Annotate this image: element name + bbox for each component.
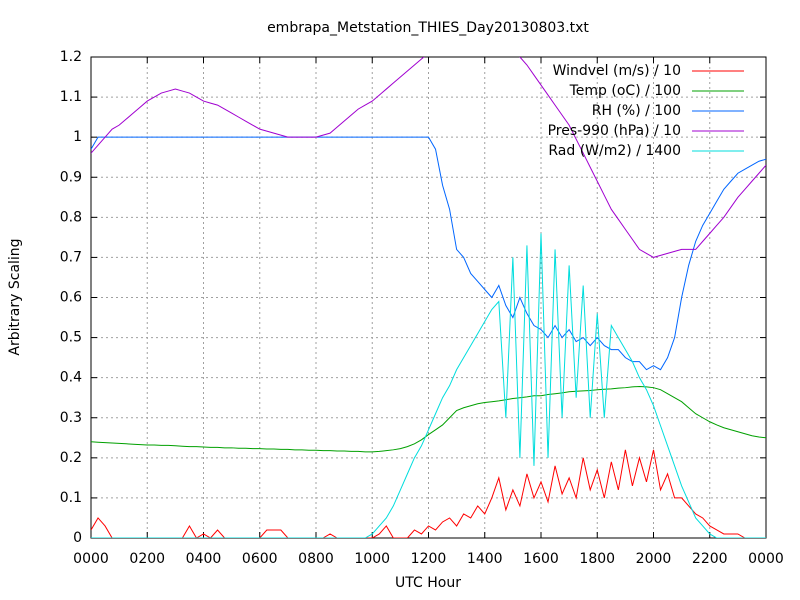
y-tick-label: 1.2 [60,49,82,65]
plot-frame [90,56,767,539]
y-tick-label: 0.8 [60,209,82,225]
legend-label: Pres-990 (hPa) / 10 [548,123,681,139]
y-tick-label: 1 [73,129,82,145]
y-tick-label: 1.1 [60,89,82,105]
y-tick-label: 0.6 [60,290,82,306]
x-tick-label: 0800 [298,551,334,567]
y-tick-label: 0.1 [60,490,82,506]
x-tick-label: 1400 [467,551,503,567]
x-tick-label: 1600 [523,551,559,567]
series-line [91,449,766,538]
y-tick-label: 0.2 [60,450,82,466]
series-line [91,385,766,453]
x-tick-label: 0000 [748,551,784,567]
legend-label: Temp (oC) / 100 [569,83,681,99]
y-tick-label: 0.9 [60,169,82,185]
x-tick-label: 0000 [73,551,109,567]
x-tick-label: 2000 [636,551,672,567]
y-axis-label: Arbitrary Scaling [7,238,23,355]
y-tick-label: 0.7 [60,249,82,265]
x-tick-label: 2200 [692,551,728,567]
y-tick-label: 0 [73,530,82,546]
y-tick-label: 0.3 [60,410,82,426]
chart-title: embrapa_Metstation_THIES_Day20130803.txt [267,20,589,36]
series-line [91,136,766,371]
x-axis-label: UTC Hour [395,575,461,591]
x-tick-label: 1000 [354,551,390,567]
x-tick-label: 1800 [579,551,615,567]
x-tick-label: 0600 [242,551,278,567]
legend-label: Rad (W/m2) / 1400 [548,143,681,159]
x-tick-label: 0200 [129,551,165,567]
y-tick-label: 0.5 [60,330,82,346]
x-tick-label: 1200 [411,551,447,567]
legend-label: RH (%) / 100 [592,103,681,119]
series-line [91,233,766,538]
x-tick-label: 0400 [186,551,222,567]
legend-label: Windvel (m/s) / 10 [553,63,681,79]
y-tick-label: 0.4 [60,370,82,386]
series-line [91,57,766,258]
